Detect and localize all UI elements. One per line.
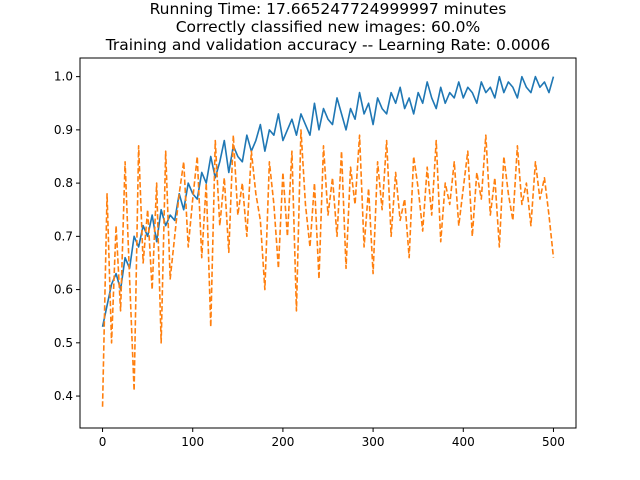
x-tick-label: 0 (99, 435, 107, 449)
series-line-1 (101, 75, 555, 328)
x-tick-label: 500 (542, 435, 565, 449)
x-tick-label: 400 (452, 435, 475, 449)
y-tick-label: 0.6 (54, 283, 73, 297)
chart-title-line-3: Training and validation accuracy -- Lear… (105, 36, 551, 54)
x-axis: 0 100 200 300 400 500 (99, 428, 565, 449)
chart-title-line-1: Running Time: 17.665247724999997 minutes (150, 0, 507, 18)
chart-title-line-2: Correctly classified new images: 60.0% (176, 18, 481, 36)
series-layer (101, 75, 555, 407)
series-line-2 (101, 129, 555, 407)
plot-area (79, 57, 577, 429)
y-tick-label: 1.0 (54, 70, 73, 84)
x-tick-label: 200 (271, 435, 294, 449)
y-tick-label: 0.5 (54, 336, 73, 350)
x-tick-label: 100 (181, 435, 204, 449)
y-axis: 0.4 0.5 0.6 0.7 0.8 0.9 1.0 (54, 70, 80, 403)
y-tick-label: 0.9 (54, 123, 73, 137)
y-tick-label: 0.4 (54, 389, 73, 403)
x-tick-label: 300 (362, 435, 385, 449)
y-tick-label: 0.8 (54, 176, 73, 190)
y-tick-label: 0.7 (54, 229, 73, 243)
